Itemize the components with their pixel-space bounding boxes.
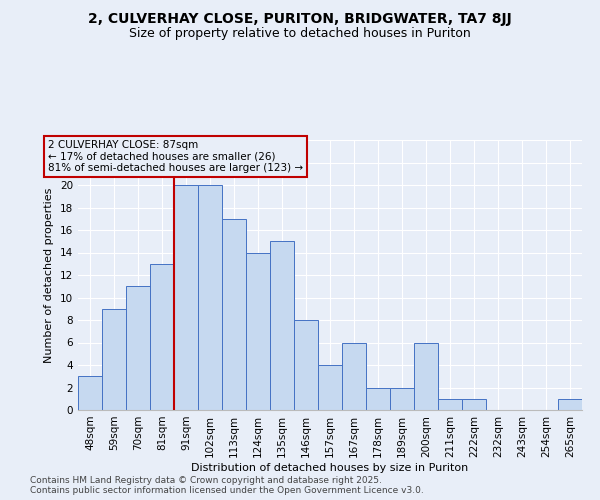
- Bar: [462, 399, 486, 410]
- Bar: [102, 308, 126, 410]
- Bar: [366, 388, 390, 410]
- Text: Size of property relative to detached houses in Puriton: Size of property relative to detached ho…: [129, 28, 471, 40]
- Bar: [78, 376, 102, 410]
- Bar: [438, 399, 462, 410]
- X-axis label: Distribution of detached houses by size in Puriton: Distribution of detached houses by size …: [191, 462, 469, 472]
- Text: Contains HM Land Registry data © Crown copyright and database right 2025.
Contai: Contains HM Land Registry data © Crown c…: [30, 476, 424, 495]
- Bar: [126, 286, 150, 410]
- Bar: [318, 365, 342, 410]
- Bar: [294, 320, 318, 410]
- Bar: [198, 185, 222, 410]
- Text: 2 CULVERHAY CLOSE: 87sqm
← 17% of detached houses are smaller (26)
81% of semi-d: 2 CULVERHAY CLOSE: 87sqm ← 17% of detach…: [48, 140, 303, 173]
- Bar: [150, 264, 174, 410]
- Bar: [390, 388, 414, 410]
- Y-axis label: Number of detached properties: Number of detached properties: [44, 188, 55, 362]
- Bar: [414, 342, 438, 410]
- Bar: [174, 185, 198, 410]
- Bar: [558, 399, 582, 410]
- Bar: [222, 219, 246, 410]
- Bar: [342, 342, 366, 410]
- Bar: [246, 252, 270, 410]
- Bar: [270, 242, 294, 410]
- Text: 2, CULVERHAY CLOSE, PURITON, BRIDGWATER, TA7 8JJ: 2, CULVERHAY CLOSE, PURITON, BRIDGWATER,…: [88, 12, 512, 26]
